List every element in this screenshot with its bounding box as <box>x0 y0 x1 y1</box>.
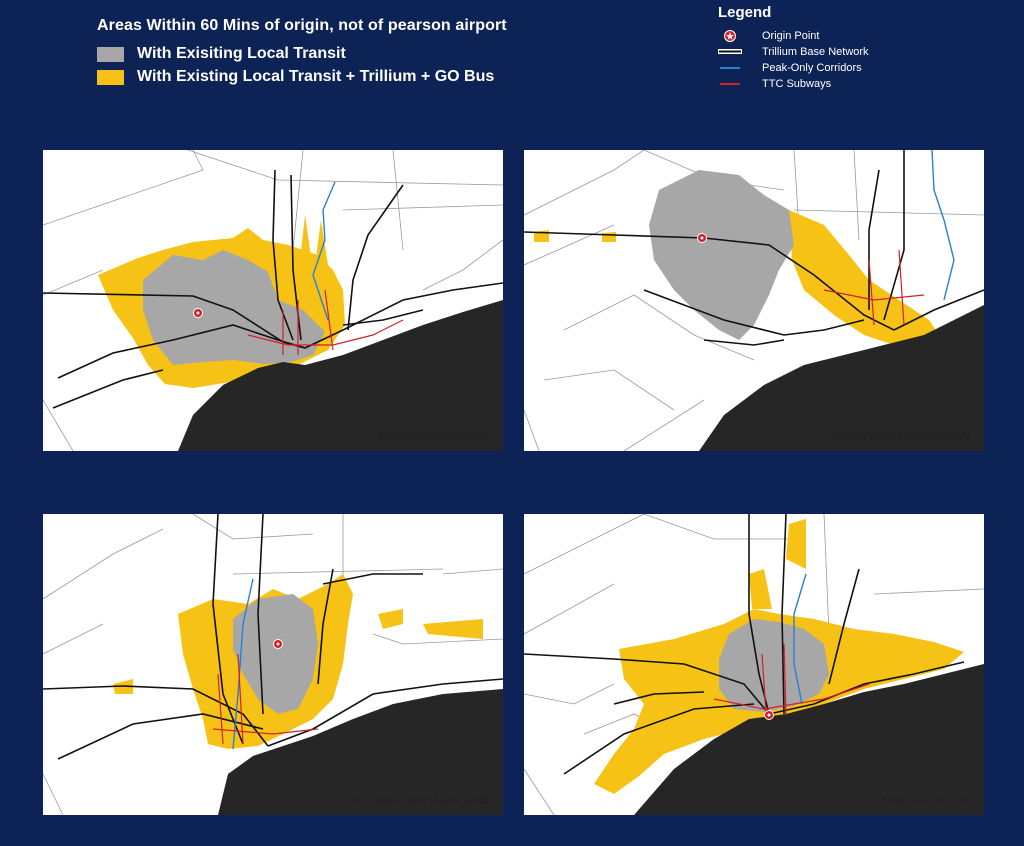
legend: Legend Origin Point Trillium Base Networ… <box>718 4 869 92</box>
grey-reach-area <box>719 619 829 712</box>
ttc-line-icon <box>718 82 742 86</box>
key-trillium-transit-label: With Existing Local Transit + Trillium +… <box>137 68 495 85</box>
legend-label-trillium: Trillium Base Network <box>762 46 869 58</box>
legend-item-trillium: Trillium Base Network <box>718 44 869 60</box>
panel-label-pearson: PEARSON AIRPORT <box>379 431 489 443</box>
grey-swatch <box>97 46 124 62</box>
key-trillium-transit: With Existing Local Transit + Trillium +… <box>97 68 494 86</box>
lake-ontario <box>178 300 503 451</box>
peak-corridors <box>931 150 955 301</box>
boundary-lines <box>43 514 503 815</box>
legend-label-peak: Peak-Only Corridors <box>762 62 862 74</box>
legend-label-origin: Origin Point <box>762 30 820 42</box>
legend-title: Legend <box>718 4 772 21</box>
legend-item-peak: Peak-Only Corridors <box>718 60 869 76</box>
panel-label-brampton: DOWNTOWN BRAMPTON <box>831 431 970 443</box>
map-panel-markham: DOWNTOWN MARKHAM <box>43 514 503 815</box>
ttc-subways <box>212 653 319 745</box>
key-existing-transit: With Exisiting Local Transit <box>97 45 346 63</box>
yellow-reach-area <box>789 210 939 350</box>
map-panel-pearson: PEARSON AIRPORT <box>43 150 503 451</box>
origin-point <box>273 639 283 649</box>
panel-label-markham: DOWNTOWN MARKHAM <box>356 795 489 807</box>
peak-corridors <box>312 181 336 321</box>
legend-item-ttc: TTC Subways <box>718 76 869 92</box>
origin-point <box>697 233 707 243</box>
lake-ontario <box>699 305 984 451</box>
grey-reach-area <box>649 170 794 340</box>
origin-point <box>764 710 774 720</box>
lake-ontario <box>634 664 984 815</box>
peak-corridors <box>232 578 254 750</box>
yellow-swatch <box>97 69 124 85</box>
trillium-network <box>524 514 965 775</box>
grey-reach-area <box>233 594 318 714</box>
peak-line-icon <box>718 66 742 70</box>
ttc-subways <box>713 643 870 715</box>
map-title: Areas Within 60 Mins of origin, not of p… <box>97 17 507 34</box>
yellow-spike <box>534 230 616 242</box>
ttc-subways <box>247 289 404 355</box>
trillium-line-icon <box>718 49 742 55</box>
map-panel-union: UNION STATION <box>524 514 984 815</box>
trillium-network <box>43 514 503 760</box>
lake-ontario <box>218 689 503 815</box>
panel-label-union: UNION STATION <box>882 795 970 807</box>
key-existing-transit-label: With Exisiting Local Transit <box>137 45 346 62</box>
peak-corridors <box>793 573 807 705</box>
boundary-lines <box>524 514 984 815</box>
origin-point <box>193 308 203 318</box>
trillium-network <box>524 150 984 346</box>
legend-label-ttc: TTC Subways <box>762 78 832 90</box>
yellow-spike <box>749 519 806 609</box>
ttc-subways <box>823 249 925 326</box>
map-panel-brampton: DOWNTOWN BRAMPTON <box>524 150 984 451</box>
legend-item-origin: Origin Point <box>718 28 869 44</box>
origin-star-icon <box>718 29 742 43</box>
yellow-spike <box>299 215 328 270</box>
